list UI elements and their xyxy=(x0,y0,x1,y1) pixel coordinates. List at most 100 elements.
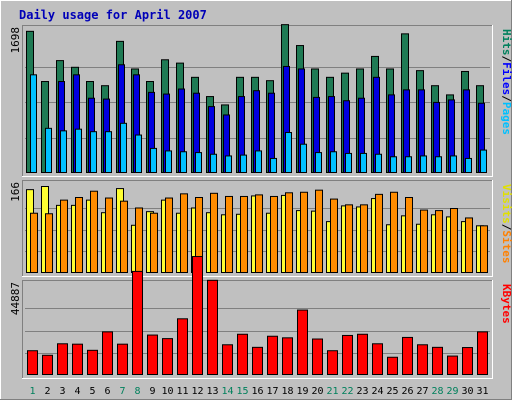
pages-bar xyxy=(105,131,112,173)
x-tick-label: 1 xyxy=(29,386,35,397)
kbytes-bar xyxy=(147,334,158,375)
kbytes-bar xyxy=(312,338,323,375)
x-tick-label: 22 xyxy=(341,386,353,397)
kbytes-bar xyxy=(27,350,38,376)
x-tick-label: 8 xyxy=(134,386,140,397)
legend-entry: Pages xyxy=(500,102,512,135)
sites-bar xyxy=(150,212,158,273)
x-tick-label: 10 xyxy=(161,386,173,397)
x-tick-label: 2 xyxy=(44,386,50,397)
sites-bar xyxy=(420,209,428,273)
ymax-label: 166 xyxy=(9,182,22,202)
legend-entry: / xyxy=(500,95,512,102)
pages-bar xyxy=(195,152,202,173)
pages-bar xyxy=(480,149,487,173)
kbytes-bar xyxy=(132,270,143,375)
kbytes-bar xyxy=(102,331,113,376)
sites-bar xyxy=(75,197,83,273)
kbytes-bar xyxy=(387,356,398,375)
pages-bar xyxy=(120,122,127,173)
x-tick-label: 15 xyxy=(236,386,248,397)
sites-bar xyxy=(435,210,443,273)
x-tick-label: 25 xyxy=(386,386,398,397)
x-tick-label: 11 xyxy=(176,386,188,397)
kbytes-bar xyxy=(357,333,368,376)
x-tick-label: 23 xyxy=(356,386,368,397)
pages-bar xyxy=(180,151,187,174)
kbytes-bar xyxy=(237,333,248,376)
legend-entry: Files xyxy=(500,62,512,95)
sites-bar xyxy=(480,225,488,274)
kbytes-bar xyxy=(42,354,53,375)
kbytes-bar xyxy=(327,350,338,376)
x-tick-label: 12 xyxy=(191,386,203,397)
legend-kbytes-panel: KBytes xyxy=(500,284,512,324)
x-tick-label: 4 xyxy=(74,386,80,397)
x-tick-label: 13 xyxy=(206,386,218,397)
ymax-label: 44887 xyxy=(9,282,22,315)
pages-bar xyxy=(60,130,67,173)
sites-bar xyxy=(30,212,38,273)
sites-bar xyxy=(225,195,233,273)
sites-bar xyxy=(210,192,218,273)
sites-bar xyxy=(90,190,98,274)
pages-bar xyxy=(315,152,322,173)
kbytes-bar xyxy=(207,279,218,375)
pages-bar xyxy=(240,154,247,173)
kbytes-bar xyxy=(282,337,293,376)
kbytes-bar xyxy=(447,355,458,375)
pages-bar xyxy=(45,127,52,173)
pages-bar xyxy=(135,134,142,174)
kbytes-bar xyxy=(57,343,68,375)
pages-bar xyxy=(210,153,217,174)
pages-bar xyxy=(90,131,97,173)
pages-bar xyxy=(345,152,352,173)
x-tick-label: 3 xyxy=(59,386,65,397)
sites-bar xyxy=(45,213,53,273)
x-tick-label: 18 xyxy=(281,386,293,397)
pages-bar xyxy=(390,156,397,174)
kbytes-bar xyxy=(402,336,413,375)
pages-bar xyxy=(405,156,412,174)
kbytes-bar xyxy=(72,343,83,376)
kbytes-bar xyxy=(477,331,488,376)
kbytes-bar xyxy=(417,344,428,376)
pages-bar xyxy=(165,150,172,174)
pages-bar xyxy=(420,155,427,173)
sites-bar xyxy=(315,189,323,273)
pages-bar xyxy=(330,151,337,174)
pages-bar xyxy=(30,74,37,173)
kbytes-bar xyxy=(342,334,353,375)
x-tick-label: 6 xyxy=(104,386,110,397)
sites-bar xyxy=(135,207,143,273)
sites-bar xyxy=(60,199,68,274)
pages-bar xyxy=(255,150,262,174)
kbytes-bar xyxy=(87,349,98,376)
chart-title: Daily usage for April 2007 xyxy=(19,8,207,22)
pages-bar xyxy=(150,147,157,174)
sites-bar xyxy=(255,194,263,273)
kbytes-bar xyxy=(252,346,263,375)
sites-bar xyxy=(300,191,308,273)
sites-bar xyxy=(240,195,248,273)
legend-entry: Sites xyxy=(500,230,512,263)
x-tick-label: 29 xyxy=(446,386,458,397)
pages-bar xyxy=(375,153,382,174)
x-axis-labels: 1 2 3 4 5 6 7 8 9 10 11 12 13 14 15 16 17 18 19 20 21 22 23 24 2… xyxy=(29,386,488,397)
x-tick-label: 28 xyxy=(431,386,443,397)
ymax-label: 1698 xyxy=(9,27,22,54)
kbytes-bar xyxy=(267,335,278,376)
x-tick-label: 7 xyxy=(119,386,125,397)
kbytes-bar xyxy=(432,346,443,375)
pages-bar xyxy=(450,155,457,173)
sites-bar xyxy=(285,192,293,273)
pages-bar xyxy=(465,157,472,173)
pages-bar xyxy=(225,155,232,173)
kbytes-bar xyxy=(162,338,173,376)
kbytes-bar xyxy=(372,343,383,375)
sites-bar xyxy=(165,197,173,273)
pages-bar xyxy=(75,128,82,173)
pages-bar xyxy=(285,132,292,174)
sites-bar xyxy=(465,217,473,274)
